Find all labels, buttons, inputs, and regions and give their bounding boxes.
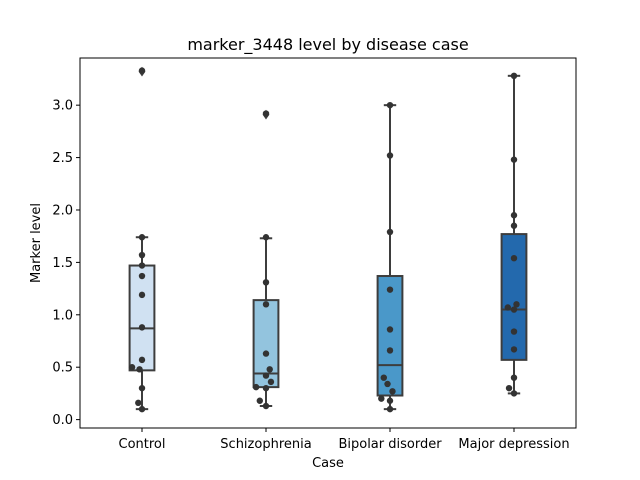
data-point xyxy=(510,374,518,381)
data-point xyxy=(386,152,394,159)
data-point xyxy=(128,364,136,371)
data-point xyxy=(384,380,391,388)
data-point xyxy=(510,254,518,262)
data-point xyxy=(510,72,518,80)
x-tick-label: Major depression xyxy=(458,437,569,452)
data-point xyxy=(386,405,394,413)
data-point xyxy=(138,272,146,280)
data-point xyxy=(386,101,394,109)
y-axis: 0.0 0.5 1.0 1.5 2.0 2.5 3.0 xyxy=(52,99,80,428)
y-tick-label: 3.0 xyxy=(52,99,73,114)
data-point xyxy=(252,383,260,391)
data-point xyxy=(138,324,146,331)
data-point xyxy=(138,384,146,392)
data-point xyxy=(510,390,518,397)
data-point xyxy=(262,110,270,117)
data-point xyxy=(138,356,146,364)
data-point xyxy=(138,291,146,299)
data-point xyxy=(262,279,270,286)
data-point xyxy=(510,212,518,219)
data-point xyxy=(510,156,518,163)
x-tick-label: Schizophrenia xyxy=(220,437,311,452)
data-point xyxy=(389,388,396,395)
data-point xyxy=(505,384,513,392)
data-point xyxy=(504,304,511,311)
data-point xyxy=(386,397,394,404)
axes-background xyxy=(80,58,576,428)
data-point xyxy=(262,234,270,241)
y-tick-label: 0.5 xyxy=(52,361,73,376)
data-point xyxy=(513,301,520,308)
data-point xyxy=(256,397,263,404)
x-tick-label: Control xyxy=(119,437,166,452)
data-point xyxy=(138,67,146,74)
data-point xyxy=(386,326,394,333)
data-point xyxy=(386,228,394,236)
y-tick-label: 2.0 xyxy=(52,203,73,218)
data-point xyxy=(262,372,270,379)
data-point xyxy=(138,234,146,241)
iqr-box xyxy=(500,233,528,361)
data-point xyxy=(138,405,146,413)
iqr-box xyxy=(128,264,156,372)
data-point xyxy=(386,347,394,354)
data-point xyxy=(138,251,146,259)
data-point xyxy=(510,328,518,335)
x-axis-label: Case xyxy=(312,456,344,471)
data-point xyxy=(262,301,270,308)
y-axis-label: Marker level xyxy=(29,203,44,283)
data-point xyxy=(386,286,394,293)
chart-title: marker_3448 level by disease case xyxy=(187,35,468,55)
y-tick-label: 1.0 xyxy=(52,308,73,323)
data-point xyxy=(510,346,518,353)
data-point xyxy=(262,350,270,357)
x-tick-label: Bipolar disorder xyxy=(338,437,442,452)
data-point xyxy=(138,262,146,269)
x-axis: Control Schizophrenia Bipolar disorder Majo… xyxy=(119,428,570,452)
y-tick-label: 1.5 xyxy=(52,256,73,271)
data-point xyxy=(380,374,387,381)
data-point xyxy=(266,366,273,373)
data-point xyxy=(510,306,518,313)
plot-area xyxy=(80,58,576,428)
points-layer xyxy=(128,67,520,413)
data-point xyxy=(510,222,518,229)
data-point xyxy=(136,366,143,373)
data-point xyxy=(262,384,270,392)
axes-frame xyxy=(79,57,577,429)
data-point xyxy=(135,399,142,407)
data-point xyxy=(262,402,270,410)
data-point xyxy=(378,395,385,402)
data-point xyxy=(267,378,275,386)
y-tick-label: 2.5 xyxy=(52,151,73,166)
y-tick-label: 0.0 xyxy=(52,413,73,428)
